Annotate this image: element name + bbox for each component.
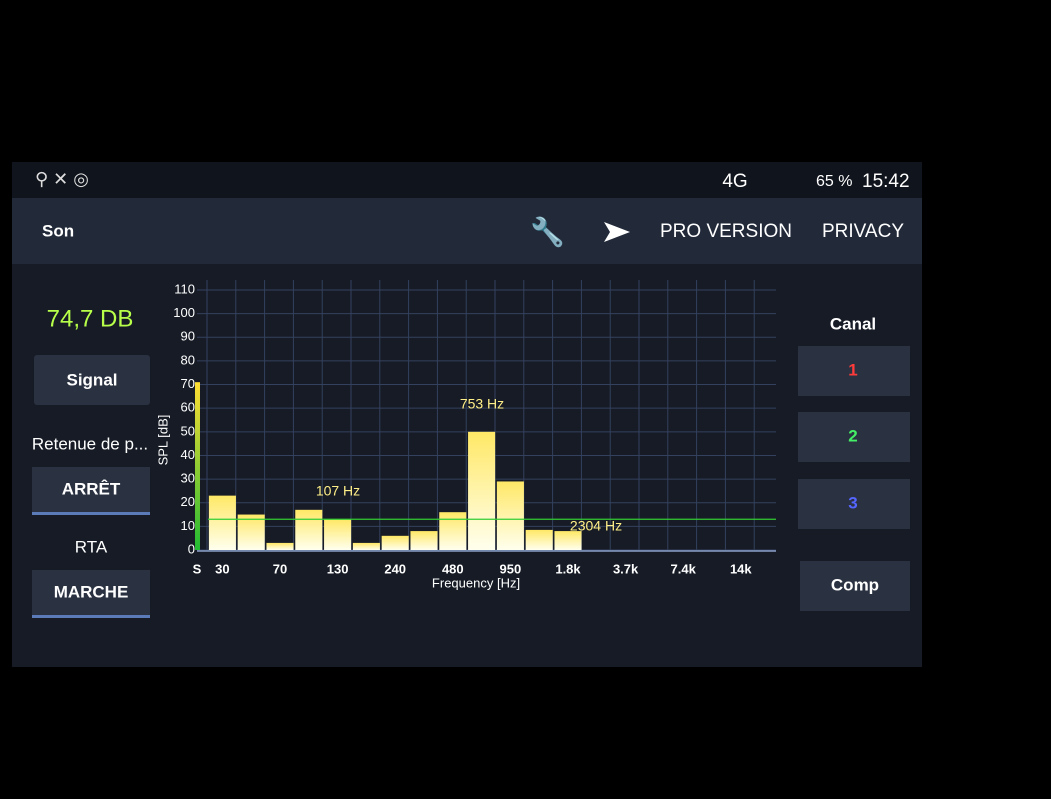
y-axis-label: SPL [dB] bbox=[155, 415, 170, 466]
signal-label: S bbox=[193, 561, 202, 576]
channel-number[interactable]: 2 bbox=[848, 426, 857, 445]
x-tick-label: 240 bbox=[384, 561, 406, 576]
app-title: Son bbox=[42, 221, 74, 240]
bar bbox=[353, 543, 380, 550]
compare-label[interactable]: Comp bbox=[831, 575, 879, 594]
y-tick-label: 100 bbox=[173, 305, 195, 320]
bar bbox=[526, 530, 553, 550]
y-tick-label: 80 bbox=[181, 352, 195, 367]
peak-annotation: 2304 Hz bbox=[570, 518, 622, 534]
time: 15:42 bbox=[862, 171, 910, 192]
screen: ⚲ ✕ ◎ 4G 65 % 15:42 Son 🔧 PRO VERSION PR… bbox=[0, 0, 1051, 794]
bar bbox=[497, 481, 524, 550]
x-tick-label: 950 bbox=[500, 561, 522, 576]
channel-label: Canal bbox=[830, 314, 876, 333]
bar bbox=[209, 496, 236, 550]
x-tick-label: 70 bbox=[273, 561, 287, 576]
bar bbox=[554, 531, 581, 550]
y-tick-label: 50 bbox=[181, 423, 195, 438]
y-tick-label: 10 bbox=[181, 518, 195, 533]
x-tick-label: 480 bbox=[442, 561, 464, 576]
pro-version[interactable]: PRO VERSION bbox=[660, 221, 792, 242]
network: 4G bbox=[722, 171, 747, 192]
signal-label[interactable]: Signal bbox=[66, 370, 117, 389]
y-tick-label: 0 bbox=[188, 541, 195, 556]
channel-number[interactable]: 3 bbox=[848, 493, 857, 512]
rta-underline bbox=[32, 615, 150, 618]
peak-annotation: 107 Hz bbox=[316, 483, 360, 499]
settings-icon[interactable]: 🔧 bbox=[530, 214, 565, 248]
status-bar bbox=[12, 162, 922, 198]
channel-number[interactable]: 1 bbox=[848, 360, 857, 379]
bar bbox=[410, 531, 437, 550]
x-tick-label: 3.7k bbox=[613, 561, 639, 576]
battery: 65 % bbox=[816, 173, 852, 190]
bar bbox=[324, 519, 351, 550]
y-tick-label: 60 bbox=[181, 400, 195, 415]
y-tick-label: 110 bbox=[174, 281, 195, 296]
x-tick-label: 130 bbox=[327, 561, 349, 576]
peak-annotation: 753 Hz bbox=[460, 396, 504, 412]
y-tick-label: 40 bbox=[181, 447, 195, 462]
hold-label: Retenue de p... bbox=[32, 434, 148, 453]
bar bbox=[439, 512, 466, 550]
rta-label: RTA bbox=[75, 537, 108, 556]
status-icons: ⚲ ✕ ◎ bbox=[35, 169, 89, 189]
y-tick-label: 20 bbox=[181, 494, 195, 509]
y-tick-label: 30 bbox=[181, 471, 195, 486]
y-tick-label: 90 bbox=[181, 329, 195, 344]
bar bbox=[295, 510, 322, 550]
level-readout: 74,7 DB bbox=[47, 305, 134, 332]
x-tick-label: 30 bbox=[215, 561, 229, 576]
bar bbox=[382, 536, 409, 550]
hold-underline bbox=[32, 512, 150, 515]
x-axis-label: Frequency [Hz] bbox=[432, 575, 520, 590]
privacy[interactable]: PRIVACY bbox=[822, 221, 904, 242]
x-tick-label: 1.8k bbox=[555, 561, 581, 576]
hold-state[interactable]: ARRÊT bbox=[62, 479, 121, 498]
page: ⚲ ✕ ◎ 4G 65 % 15:42 Son 🔧 PRO VERSION PR… bbox=[0, 0, 1051, 794]
x-tick-label: 7.4k bbox=[671, 561, 697, 576]
signal-bar bbox=[195, 382, 200, 550]
x-tick-label: 14k bbox=[730, 561, 752, 576]
bar bbox=[266, 543, 293, 550]
y-tick-label: 70 bbox=[181, 376, 195, 391]
rta-state[interactable]: MARCHE bbox=[54, 582, 129, 601]
bar bbox=[468, 432, 495, 550]
